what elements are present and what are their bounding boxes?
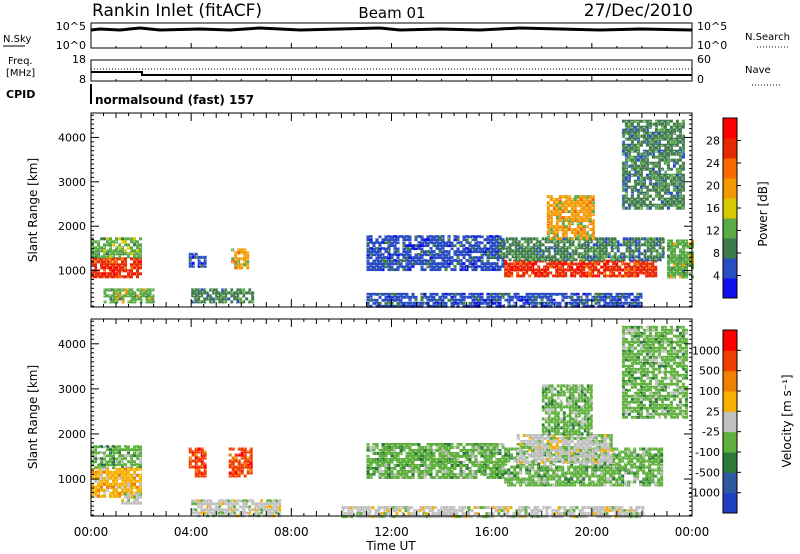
- date-title: 27/Dec/2010: [584, 1, 693, 21]
- nsearch-bottom: 10^0: [697, 39, 727, 52]
- power-colorbar: 4 8 12 16 20 24 28 Power [dB]: [706, 117, 770, 299]
- velocity-colorbar-tick: -100: [695, 446, 720, 459]
- power-colorbar-tick: 20: [706, 180, 720, 193]
- power-colorbar-tick: 24: [706, 157, 720, 170]
- velocity-colorbar-segment: [723, 411, 737, 433]
- velocity-ytick-label: 3000: [58, 383, 86, 396]
- velocity-colorbar-tick: 500: [699, 365, 720, 378]
- power-colorbar-segment: [723, 278, 737, 299]
- time-tick-label: 04:00: [174, 525, 209, 539]
- power-colorbar-segment: [723, 238, 737, 259]
- power-colorbar-tick: 8: [713, 247, 720, 260]
- velocity-colorbar-segment: [723, 350, 737, 372]
- velocity-colorbar-segment: [723, 391, 737, 412]
- freq-label: Freq.: [8, 56, 33, 67]
- nave-label: Nave: [745, 65, 771, 76]
- velocity-colorbar-label: Velocity [m s⁻¹]: [780, 374, 794, 467]
- velocity-colorbar-tick: 100: [699, 385, 720, 398]
- velocity-ytick-label: 4000: [58, 338, 86, 351]
- station-title: Rankin Inlet (fitACF): [92, 1, 262, 21]
- power-colorbar-tick: 4: [713, 270, 720, 283]
- nsky-label: N.Sky: [3, 34, 31, 45]
- beam-title: Beam 01: [358, 4, 425, 22]
- nsky-top: 10^5: [56, 20, 86, 33]
- power-colorbar-segment: [723, 218, 737, 239]
- nave-top: 60: [697, 53, 711, 66]
- nsky-panel: N.Sky 10^5 10^0 10^5 10^0 N.Search: [3, 20, 790, 52]
- freq-panel: Freq. [MHz] 18 8 60 0 Nave: [6, 53, 780, 86]
- velocity-ylabel: Slant Range [km]: [26, 365, 40, 469]
- nsearch-top: 10^5: [697, 20, 727, 33]
- time-tick-label: 16:00: [474, 525, 509, 539]
- power-ytick-label: 1000: [58, 265, 86, 278]
- cpid-label: CPID: [6, 88, 35, 101]
- time-axis-labels: 00:00 04:00 08:00 12:00 16:00 20:00 00:00: [74, 525, 710, 539]
- nsearch-label: N.Search: [745, 32, 790, 43]
- velocity-axes: 1000 2000 3000 4000: [58, 319, 693, 516]
- power-colorbar-segment: [723, 158, 737, 179]
- power-colorbar-segment: [723, 118, 737, 139]
- freq-top: 18: [72, 53, 86, 66]
- time-tick-label: 00:00: [74, 525, 109, 539]
- power-colorbar-tick: 12: [706, 225, 720, 238]
- cpid-value: normalsound (fast) 157: [95, 93, 254, 107]
- power-colorbar-tick: 28: [706, 135, 720, 148]
- freq-bottom: 8: [79, 73, 86, 86]
- power-colorbar-segment: [723, 258, 737, 279]
- nsky-bottom: 10^0: [56, 39, 86, 52]
- freq-trace: [91, 71, 692, 76]
- power-ytick-label: 2000: [58, 220, 86, 233]
- velocity-ytick-label: 1000: [58, 473, 86, 486]
- time-tick-label: 12:00: [374, 525, 409, 539]
- time-tick-label: 20:00: [575, 525, 610, 539]
- velocity-colorbar-tick: -1000: [688, 487, 720, 500]
- velocity-colorbar-tick: -500: [695, 466, 720, 479]
- power-panel: 1000 2000 3000 4000 Slant Range [km]: [26, 112, 694, 308]
- power-colorbar-tick: 16: [706, 202, 720, 215]
- power-colorbar-segment: [723, 198, 737, 219]
- power-colorbar-segment: [723, 178, 737, 199]
- time-tick-label: 00:00: [675, 525, 710, 539]
- velocity-colorbar-segment: [723, 452, 737, 473]
- power-ylabel: Slant Range [km]: [26, 158, 40, 262]
- velocity-colorbar: 1000 500 100 25 -25 -100 -500 -1000 Velocity [m…: [688, 329, 794, 514]
- nsky-trace: [90, 26, 693, 32]
- nave-bottom: 0: [697, 73, 704, 86]
- velocity-colorbar-segment: [723, 472, 737, 494]
- time-axis-title: Time UT: [365, 539, 416, 553]
- velocity-colorbar-segment: [723, 370, 737, 392]
- velocity-colorbar-segment: [723, 492, 737, 514]
- velocity-colorbar-segment: [723, 431, 737, 453]
- power-ytick-label: 3000: [58, 176, 86, 189]
- power-ytick-label: 4000: [58, 131, 86, 144]
- freq-unit: [MHz]: [6, 68, 35, 79]
- power-colorbar-label: Power [dB]: [756, 181, 770, 246]
- velocity-colorbar-segment: [723, 330, 737, 351]
- power-colorbar-segment: [723, 138, 737, 159]
- velocity-panel: 1000 2000 3000 4000 Slant Range [km]: [26, 318, 693, 519]
- velocity-colorbar-tick: 1000: [692, 344, 720, 357]
- velocity-ytick-label: 2000: [58, 428, 86, 441]
- time-tick-label: 08:00: [274, 525, 309, 539]
- velocity-colorbar-tick: 25: [706, 405, 720, 418]
- velocity-colorbar-tick: -25: [702, 426, 720, 439]
